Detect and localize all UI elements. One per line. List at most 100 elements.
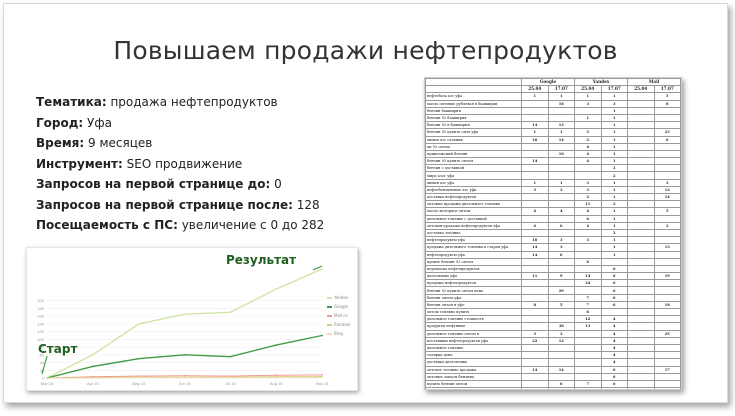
table-cell-position: 1 bbox=[522, 93, 549, 100]
table-cell-position: 6 bbox=[654, 136, 681, 143]
data-point-mail bbox=[275, 374, 277, 376]
data-point-bing bbox=[184, 377, 186, 379]
table-cell-position: 1 bbox=[601, 208, 628, 215]
table-cell-query: бензин оптом уфа bbox=[426, 294, 522, 301]
table-cell-query: бензин 92 в башкирии bbox=[426, 122, 522, 129]
table-cell-position: 3 bbox=[575, 179, 602, 186]
table-cell-position: 9 bbox=[548, 273, 575, 280]
table-cell-position bbox=[548, 114, 575, 121]
table-cell-position: 1 bbox=[601, 143, 628, 150]
table-cell-position bbox=[628, 201, 655, 208]
table-cell-position bbox=[654, 359, 681, 366]
table-cell-position bbox=[628, 93, 655, 100]
engine-yandex: Yandex bbox=[575, 79, 628, 86]
legend-label: Mail.ru bbox=[334, 313, 348, 318]
table-cell-position: 1 bbox=[601, 158, 628, 165]
table-cell-position: 6 bbox=[601, 287, 628, 294]
table-cell-query: доставка топлива bbox=[426, 229, 522, 236]
fact-time: Время: 9 месяцев bbox=[36, 133, 324, 154]
table-cell-position: 11 bbox=[575, 201, 602, 208]
table-cell-position: 14 bbox=[522, 388, 549, 390]
table-cell-position: 13 bbox=[548, 122, 575, 129]
table-cell-position: 19 bbox=[654, 273, 681, 280]
table-cell-query: нефтепродукты уфа bbox=[426, 251, 522, 258]
table-cell-query: приволжский бензин bbox=[426, 150, 522, 157]
table-cell-position: 6 bbox=[601, 273, 628, 280]
table-cell-position bbox=[548, 280, 575, 287]
table-cell-position bbox=[575, 373, 602, 380]
table-cell-position: 1 bbox=[601, 222, 628, 229]
table-cell-position: 6 bbox=[601, 301, 628, 308]
legend-swatch bbox=[327, 333, 332, 335]
x-tick-label: Jul 15 bbox=[225, 381, 236, 386]
legend-label: Rambler bbox=[334, 322, 351, 327]
x-tick-label: Mar 15 bbox=[41, 381, 54, 386]
legend-swatch bbox=[327, 297, 332, 299]
annotation-result: Результат bbox=[226, 253, 296, 267]
table-cell-query: бензин 92 купить опта уфа bbox=[426, 129, 522, 136]
y-tick-label: 120 bbox=[37, 329, 44, 334]
table-cell-position: 9 bbox=[548, 388, 575, 390]
table-cell-position bbox=[628, 222, 655, 229]
table-cell-position: 3 bbox=[522, 186, 549, 193]
table-cell-position bbox=[628, 179, 655, 186]
data-point-mail bbox=[184, 375, 186, 377]
table-cell-position bbox=[628, 122, 655, 129]
table-cell-query: бензин 92 купить оптом bbox=[426, 388, 522, 390]
data-point-mail bbox=[321, 374, 323, 376]
data-point-yandex bbox=[138, 323, 140, 325]
legend-label: Google bbox=[334, 304, 348, 309]
table-cell-position bbox=[654, 323, 681, 330]
table-cell-position bbox=[654, 287, 681, 294]
table-cell-position: 14 bbox=[522, 244, 549, 251]
table-cell-position bbox=[628, 388, 655, 390]
legend-swatch bbox=[327, 315, 332, 317]
fact-label: Тематика: bbox=[36, 95, 107, 109]
table-cell-position: 3 bbox=[601, 100, 628, 107]
table-cell-position: 1 bbox=[601, 122, 628, 129]
data-point-yandex bbox=[184, 313, 186, 315]
table-cell-position: 1 bbox=[548, 93, 575, 100]
table-cell-position: 4 bbox=[548, 208, 575, 215]
y-tick-label: 40 bbox=[40, 360, 45, 365]
fact-topic: Тематика: продажа нефтепродуктов bbox=[36, 92, 324, 113]
table-cell-query: доставка нефтепродуктов bbox=[426, 194, 522, 201]
table-cell-position bbox=[628, 280, 655, 287]
x-tick-label: Aug 15 bbox=[270, 381, 283, 386]
table-cell-position: 23 bbox=[654, 129, 681, 136]
x-tick-label: Jun 15 bbox=[178, 381, 191, 386]
table-cell-position bbox=[654, 309, 681, 316]
table-cell-position bbox=[654, 294, 681, 301]
table-cell-position: 14 bbox=[522, 251, 549, 258]
fact-label: Город: bbox=[36, 116, 83, 130]
table-cell-position bbox=[548, 107, 575, 114]
table-cell-position: 6 bbox=[601, 280, 628, 287]
date-col: 17.07 bbox=[601, 86, 628, 93]
table-cell-query: дизельное топливо оптом в bbox=[426, 330, 522, 337]
table-cell-position: 1 bbox=[522, 179, 549, 186]
facts-list: Тематика: продажа нефтепродуктов Город: … bbox=[36, 92, 324, 236]
fact-queries-before: Запросов на первой странице до: 0 bbox=[36, 174, 324, 195]
table-cell-position: 16 bbox=[548, 100, 575, 107]
date-col: 25.04 bbox=[575, 86, 602, 93]
table-cell-position bbox=[628, 323, 655, 330]
table-cell-position: 16 bbox=[522, 237, 549, 244]
data-point-bing bbox=[275, 377, 277, 379]
table-cell-query: купить бензин оптом bbox=[426, 380, 522, 387]
table-cell-position: 4 bbox=[601, 344, 628, 351]
table-cell-position bbox=[654, 158, 681, 165]
table-cell-query: мира азос уфа bbox=[426, 172, 522, 179]
table-cell-position: 5 bbox=[548, 301, 575, 308]
data-point-google bbox=[275, 344, 277, 346]
table-cell-query: переписка нефтепродуктов bbox=[426, 265, 522, 272]
